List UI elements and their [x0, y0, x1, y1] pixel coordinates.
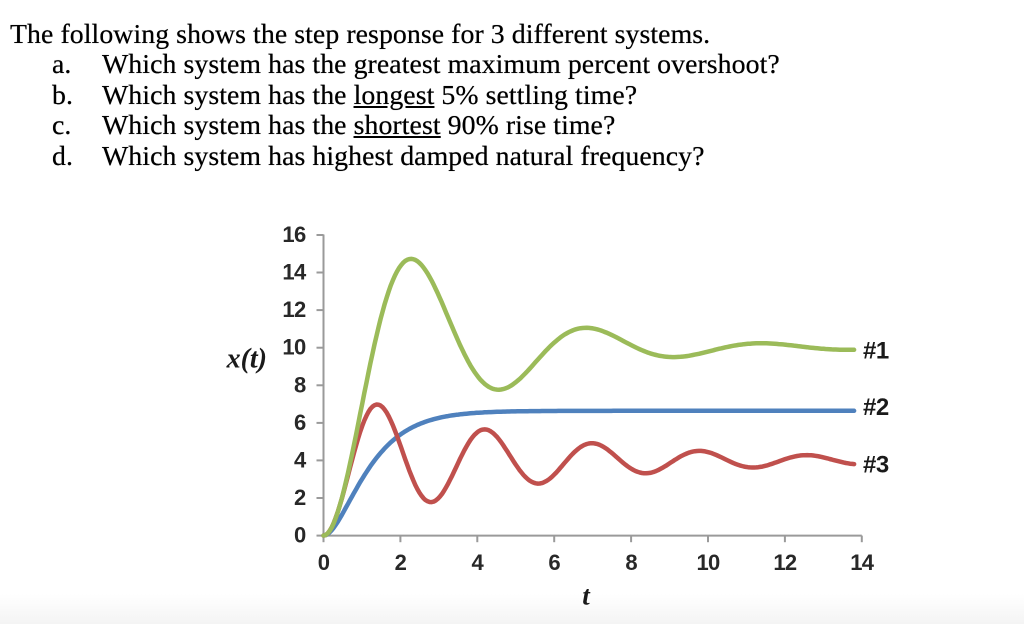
- svg-text:#3: #3: [863, 452, 889, 479]
- svg-text:t: t: [582, 580, 591, 610]
- svg-text:4: 4: [294, 447, 307, 472]
- svg-text:0: 0: [294, 523, 306, 548]
- svg-text:4: 4: [472, 550, 485, 575]
- svg-text:10: 10: [696, 550, 720, 575]
- svg-text:10: 10: [282, 335, 306, 360]
- svg-text:2: 2: [395, 550, 407, 575]
- svg-text:14: 14: [850, 550, 875, 575]
- svg-text:#1: #1: [863, 338, 889, 365]
- svg-text:8: 8: [294, 372, 306, 397]
- svg-text:16: 16: [282, 222, 306, 247]
- svg-text:x(t): x(t): [226, 344, 267, 375]
- svg-text:0: 0: [318, 550, 330, 575]
- svg-text:12: 12: [773, 550, 797, 575]
- svg-text:8: 8: [625, 550, 637, 575]
- svg-text:#2: #2: [863, 394, 889, 421]
- svg-text:12: 12: [282, 297, 306, 322]
- svg-text:2: 2: [294, 485, 306, 510]
- svg-text:14: 14: [282, 260, 307, 285]
- svg-text:6: 6: [294, 410, 306, 435]
- svg-text:6: 6: [548, 550, 560, 575]
